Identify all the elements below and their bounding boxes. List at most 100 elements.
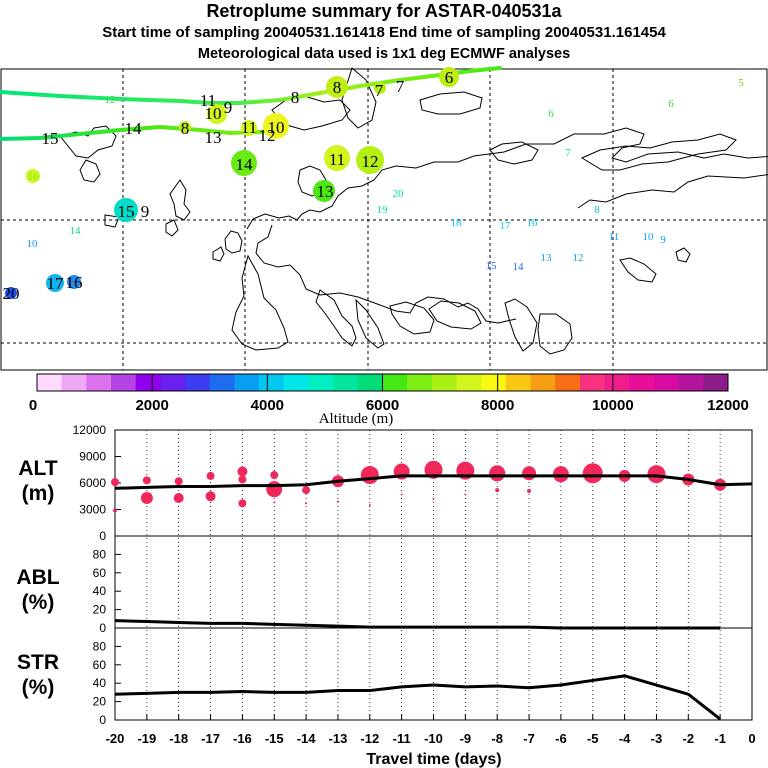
x-axis-label: Travel time (days) [366,751,501,768]
alt-bubble [113,508,117,513]
x-tick-label: -18 [169,731,188,746]
x-tick-label: -9 [460,731,472,746]
colorbar-swatch [604,374,630,391]
x-tick-label: -10 [424,731,443,746]
alt-ylabel-top: ALT [18,457,57,480]
map-day-label-large: 6 [445,68,454,87]
y-tick-label: 9000 [79,450,106,464]
alt-bubble [522,466,537,481]
alt-bubble [305,502,308,505]
map-day-label-large: 15 [42,129,59,148]
y-tick-label: 3000 [79,503,106,517]
colorbar: 0 2000 4000 6000 8000 10000 12000 Altitude (m) [29,373,749,427]
abl-y-ticks: 0 20 40 60 80 [93,547,121,635]
colorbar-swatch [357,374,383,391]
y-tick-label: 0 [99,529,106,543]
map-day-label-large: 10 [268,118,285,137]
map-day-label-large: 11 [241,118,257,137]
alt-bubble [140,492,153,505]
colorbar-swatch [37,374,63,391]
alt-bubble [173,493,184,504]
x-tick-label: 0 [748,731,755,746]
abl-ylabel-unit: (%) [22,591,55,614]
colorbar-swatch [703,374,729,391]
colorbar-swatch [160,374,186,391]
x-tick-label: -15 [265,731,284,746]
colorbar-swatch [234,374,260,391]
map-day-label-large: 8 [181,119,190,138]
alt-bubble [142,476,151,485]
colorbar-swatch [185,374,211,391]
x-tick-label: -1 [714,731,726,746]
alt-bubble [174,477,183,486]
colorbar-swatch [481,374,507,391]
map-day-label: 13 [541,252,553,264]
alt-bubble [238,475,247,484]
y-tick-label: 0 [99,713,106,727]
colorbar-swatch [259,374,285,391]
colorbar-swatch [555,374,581,391]
alt-bubble [205,491,216,502]
x-tick-label: -17 [201,731,220,746]
alt-bubble [368,504,371,507]
alt-bubble [464,493,467,496]
map-day-label: 14 [513,261,525,273]
map-day-label: 10 [643,231,655,243]
map-day-label-large: 13 [205,128,222,147]
alt-bubble [647,465,666,484]
alt-bubble [336,500,339,503]
abl-line [114,619,721,630]
colorbar-tick-label: 8000 [481,397,514,414]
alt-bubble [238,499,247,508]
colorbar-swatch [382,374,408,391]
map-day-label-large: 8 [333,78,342,97]
alt-bubble [270,471,279,480]
x-tick-label: -7 [523,731,535,746]
y-tick-label: 60 [93,658,107,672]
str-ylabel-top: STR [17,651,59,674]
map-day-label-large: 7 [396,77,405,96]
colorbar-swatch [86,374,112,391]
colorbar-tick-label: 12000 [707,397,749,414]
x-tick-label: -2 [683,731,695,746]
map-day-label-large: 10 [205,104,222,123]
x-tick-label: -4 [619,731,631,746]
x-tick-label: -6 [555,731,567,746]
map-day-label-large: 15 [118,202,135,221]
x-tick-label: -3 [651,731,663,746]
map-day-label: 14 [70,225,82,237]
map-day-label: 8 [594,204,600,216]
map-day-label: 16 [527,217,539,229]
map-day-label: 20 [393,188,405,200]
map-day-label: 10 [27,238,39,250]
map-day-label-large: 11 [329,150,345,169]
alt-bubble [582,463,603,484]
map-day-label-large: 13 [317,182,334,201]
map-day-label-large: 17 [47,274,65,293]
y-tick-label: 40 [93,584,107,598]
map-day-label: 5 [738,77,744,89]
colorbar-swatch [629,374,655,391]
alt-bubble [495,488,500,493]
map-day-label-large: 8 [291,88,300,107]
map-day-label-large: 14 [236,155,254,174]
alt-bubble [273,501,276,504]
alt-bubble [360,466,379,485]
colorbar-swatch [308,374,334,391]
colorbar-swatch [283,374,309,391]
alt-bubble [206,471,215,480]
x-tick-label: -5 [587,731,599,746]
map-day-label-large: 11 [200,91,216,110]
map-day-label: 19 [377,204,389,216]
map-day-label: 9 [660,234,666,246]
alt-bubble [432,497,435,500]
alt-mean-line [114,474,753,490]
map-day-label: 7 [565,147,571,159]
y-tick-label: 80 [93,639,107,653]
map-day-label: 15 [486,260,498,272]
alt-bubble [424,460,443,479]
y-tick-label: 80 [93,547,107,561]
